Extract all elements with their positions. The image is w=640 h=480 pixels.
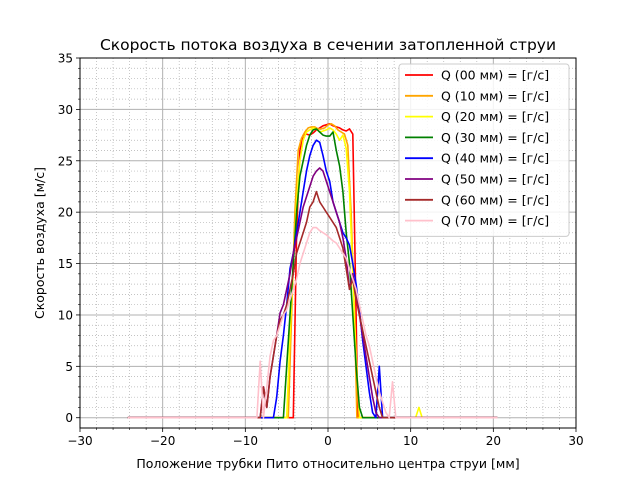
series-line xyxy=(127,226,498,419)
legend-entry: Q (50 мм) = [г/с] xyxy=(441,172,549,187)
y-tick-label: 5 xyxy=(65,360,73,374)
y-tick-label: 20 xyxy=(58,206,73,220)
y-axis-label: Скорость воздуха [м/с] xyxy=(32,167,47,319)
y-tick-label: 10 xyxy=(58,308,73,322)
y-tick-label: 30 xyxy=(58,103,73,117)
legend-entry: Q (10 мм) = [г/с] xyxy=(441,88,549,103)
series-line xyxy=(127,123,498,419)
legend-entry: Q (20 мм) = [г/с] xyxy=(441,109,549,124)
series-line xyxy=(127,123,498,419)
chart-title: Скорость потока воздуха в сечении затопл… xyxy=(100,36,556,54)
legend-entry: Q (40 мм) = [г/с] xyxy=(441,151,549,166)
legend-entry: Q (00 мм) = [г/с] xyxy=(441,68,549,83)
x-tick-label: 0 xyxy=(324,434,332,448)
x-tick-label: 30 xyxy=(568,434,583,448)
x-tick-label: −10 xyxy=(233,434,258,448)
axis-ticks: −30 −20 −10 0 10 20 30 0 5 10 15 20 25 30 35 xyxy=(58,52,584,449)
x-tick-label: 10 xyxy=(403,434,418,448)
series-layer xyxy=(127,123,498,419)
x-axis-label: Положение трубки Пито относительно центр… xyxy=(136,456,519,471)
x-tick-label: −20 xyxy=(150,434,175,448)
series-line xyxy=(127,190,498,419)
legend-entry: Q (60 мм) = [г/с] xyxy=(441,192,549,207)
x-tick-label: −30 xyxy=(67,434,92,448)
y-tick-label: 15 xyxy=(58,257,73,271)
legend: Q (00 мм) = [г/с] Q (10 мм) = [г/с] Q (20 … xyxy=(398,63,570,237)
legend-entry: Q (30 мм) = [г/с] xyxy=(441,130,549,145)
x-tick-label: 20 xyxy=(486,434,501,448)
legend-entry: Q (70 мм) = [г/с] xyxy=(441,213,549,228)
y-tick-label: 0 xyxy=(65,411,73,425)
legend-box xyxy=(398,63,570,237)
y-tick-label: 25 xyxy=(58,154,73,168)
y-tick-label: 35 xyxy=(58,52,73,66)
